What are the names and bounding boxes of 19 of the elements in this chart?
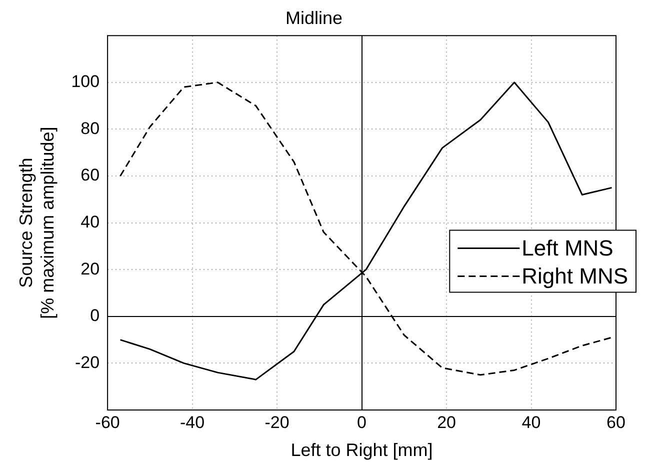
x-tick-label: 0 (357, 412, 367, 432)
y-tick-label: 100 (71, 72, 100, 92)
x-tick-label: -20 (264, 412, 290, 432)
x-tick-label: 40 (522, 412, 541, 432)
x-tick-label: 20 (437, 412, 456, 432)
y-tick-label: 20 (80, 259, 100, 278)
x-axis-title: Left to Right [mm] (290, 440, 433, 460)
y-tick-label: 0 (90, 306, 100, 326)
chart-title: Midline (285, 8, 343, 28)
y-tick-label: -20 (74, 352, 100, 372)
y-tick-label: 60 (80, 166, 100, 185)
x-tick-label: 60 (606, 412, 626, 432)
x-tick-label: -60 (95, 412, 120, 432)
y-tick-label: 40 (80, 212, 100, 232)
legend-label: Right MNS (522, 263, 628, 288)
y-axis-title: Source Strength [% maximum amplitude] (16, 126, 58, 319)
legend-label: Left MNS (522, 235, 614, 260)
y-tick-label: 80 (80, 118, 100, 138)
x-tick-label: -40 (180, 412, 205, 432)
